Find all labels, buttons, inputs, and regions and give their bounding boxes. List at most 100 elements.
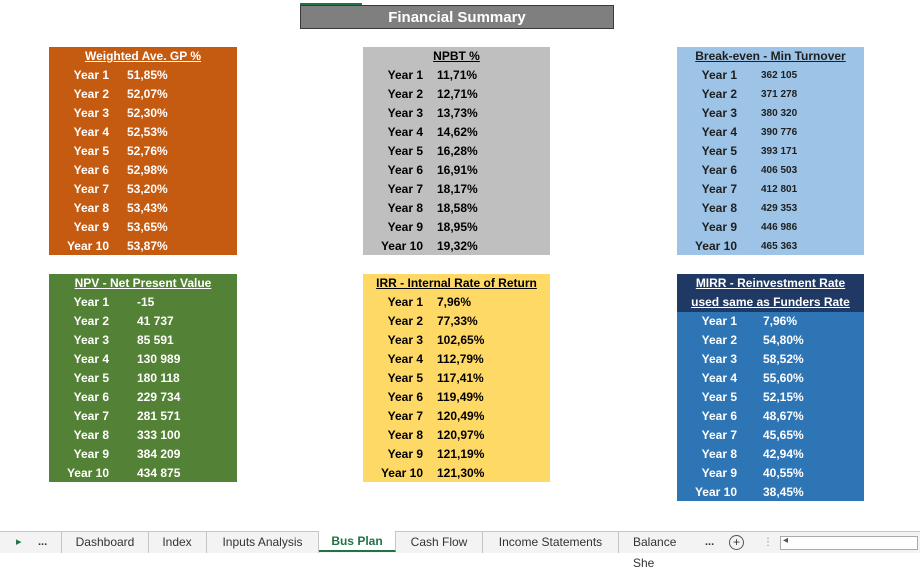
horizontal-scrollbar[interactable]: ◂: [780, 535, 918, 550]
breakeven-year-label: Year 9: [701, 220, 737, 234]
title-accent-bar: [300, 3, 362, 5]
npbt-year-label: Year 2: [387, 87, 423, 101]
irr-value: 120,97%: [437, 428, 485, 442]
npv-row: Year 7 281 571: [49, 407, 237, 426]
irr-row: Year 10 121,30%: [363, 464, 550, 483]
breakeven-year-label: Year 6: [701, 163, 737, 177]
npbt-row: Year 8 18,58%: [363, 199, 550, 218]
gp-value: 51,85%: [127, 68, 168, 82]
gp-row: Year 5 52,76%: [49, 142, 237, 161]
irr-year-label: Year 1: [387, 295, 423, 309]
npbt-year-label: Year 9: [387, 220, 423, 234]
sheet-tab-bar: ▸ ... Dashboard Index Inputs Analysis Bu…: [0, 531, 920, 570]
gp-row: Year 2 52,07%: [49, 85, 237, 104]
npbt-value: 18,17%: [437, 182, 478, 196]
breakeven-row: Year 4 390 776: [677, 123, 864, 142]
breakeven-row: Year 9 446 986: [677, 218, 864, 237]
mirr-header-line2: used same as Funders Rate: [691, 295, 850, 309]
npbt-value: 14,62%: [437, 125, 478, 139]
tab-inputs-analysis[interactable]: Inputs Analysis: [207, 532, 319, 553]
npbt-value: 12,71%: [437, 87, 478, 101]
irr-value: 102,65%: [437, 333, 485, 347]
tab-index[interactable]: Index: [148, 532, 207, 553]
mirr-value: 48,67%: [763, 409, 804, 423]
irr-panel: IRR - Internal Rate of Return Year 1 7,96…: [363, 274, 550, 482]
gp-year-label: Year 3: [73, 106, 109, 120]
irr-year-label: Year 4: [387, 352, 423, 366]
mirr-row: Year 9 40,55%: [677, 464, 864, 483]
npbt-value: 18,58%: [437, 201, 478, 215]
breakeven-year-label: Year 5: [701, 144, 737, 158]
gp-year-label: Year 10: [66, 239, 109, 253]
gp-row: Year 7 53,20%: [49, 180, 237, 199]
mirr-row: Year 4 55,60%: [677, 369, 864, 388]
mirr-value: 55,60%: [763, 371, 804, 385]
breakeven-value: 429 353: [761, 203, 798, 214]
gp-row: Year 3 52,30%: [49, 104, 237, 123]
irr-value: 117,41%: [437, 371, 484, 385]
npbt-panel: NPBT % Year 1 11,71% Year 2 12,71% Year 3 13,…: [363, 47, 550, 255]
irr-row: Year 1 7,96%: [363, 293, 550, 312]
npv-year-label: Year 9: [73, 447, 109, 461]
mirr-row: Year 2 54,80%: [677, 331, 864, 350]
mirr-value: 38,45%: [763, 485, 804, 499]
npv-row: Year 10 434 875: [49, 464, 237, 483]
npv-value: 384 209: [137, 447, 181, 461]
mirr-value: 52,15%: [763, 390, 804, 404]
npv-value: 229 734: [137, 390, 181, 404]
irr-value: 77,33%: [437, 314, 478, 328]
breakeven-value: 371 278: [761, 89, 798, 100]
gp-year-label: Year 5: [73, 144, 109, 158]
tab-income-statements[interactable]: Income Statements: [483, 532, 619, 553]
breakeven-row: Year 2 371 278: [677, 85, 864, 104]
gp-value: 52,53%: [127, 125, 168, 139]
npv-year-label: Year 4: [73, 352, 109, 366]
npbt-row: Year 10 19,32%: [363, 237, 550, 256]
npbt-year-label: Year 6: [387, 163, 423, 177]
tab-balance-sheet[interactable]: Balance She: [633, 535, 677, 570]
npv-row: Year 6 229 734: [49, 388, 237, 407]
breakeven-row: Year 1 362 105: [677, 66, 864, 85]
npbt-row: Year 3 13,73%: [363, 104, 550, 123]
irr-year-label: Year 5: [387, 371, 423, 385]
mirr-year-label: Year 4: [701, 371, 737, 385]
tab-cash-flow[interactable]: Cash Flow: [396, 532, 483, 553]
npbt-year-label: Year 5: [387, 144, 423, 158]
npbt-year-label: Year 4: [387, 125, 423, 139]
mirr-row: Year 6 48,67%: [677, 407, 864, 426]
npv-row: Year 8 333 100: [49, 426, 237, 445]
gp-year-label: Year 1: [73, 68, 109, 82]
next-sheet-arrow-icon[interactable]: ▸: [16, 536, 22, 548]
npv-year-label: Year 3: [73, 333, 109, 347]
mirr-year-label: Year 5: [701, 390, 737, 404]
more-sheets-right[interactable]: ...: [705, 536, 715, 548]
breakeven-year-label: Year 7: [701, 182, 737, 196]
more-sheets-left[interactable]: ...: [38, 536, 48, 548]
tab-dashboard[interactable]: Dashboard: [61, 532, 149, 553]
tab-bus-plan[interactable]: Bus Plan: [319, 531, 396, 552]
npbt-year-label: Year 7: [387, 182, 423, 196]
npbt-row: Year 7 18,17%: [363, 180, 550, 199]
scroll-left-icon[interactable]: ◂: [783, 535, 789, 546]
npv-row: Year 5 180 118: [49, 369, 237, 388]
mirr-row: Year 8 42,94%: [677, 445, 864, 464]
mirr-year-label: Year 6: [701, 409, 737, 423]
gp-row: Year 4 52,53%: [49, 123, 237, 142]
mirr-row: Year 5 52,15%: [677, 388, 864, 407]
mirr-row: Year 1 7,96%: [677, 312, 864, 331]
mirr-year-label: Year 3: [701, 352, 737, 366]
gp-year-label: Year 7: [73, 182, 109, 196]
npv-year-label: Year 10: [66, 466, 109, 480]
mirr-value: 40,55%: [763, 466, 804, 480]
irr-year-label: Year 9: [387, 447, 423, 461]
breakeven-row: Year 5 393 171: [677, 142, 864, 161]
add-sheet-icon[interactable]: +: [729, 535, 744, 550]
tab-splitter-icon[interactable]: ⋮: [763, 537, 773, 548]
irr-row: Year 5 117,41%: [363, 369, 550, 388]
mirr-year-label: Year 1: [701, 314, 737, 328]
gp-year-label: Year 2: [73, 87, 109, 101]
npbt-header: NPBT %: [433, 49, 480, 63]
npbt-value: 19,32%: [437, 239, 478, 253]
mirr-year-label: Year 2: [701, 333, 737, 347]
npbt-row: Year 6 16,91%: [363, 161, 550, 180]
